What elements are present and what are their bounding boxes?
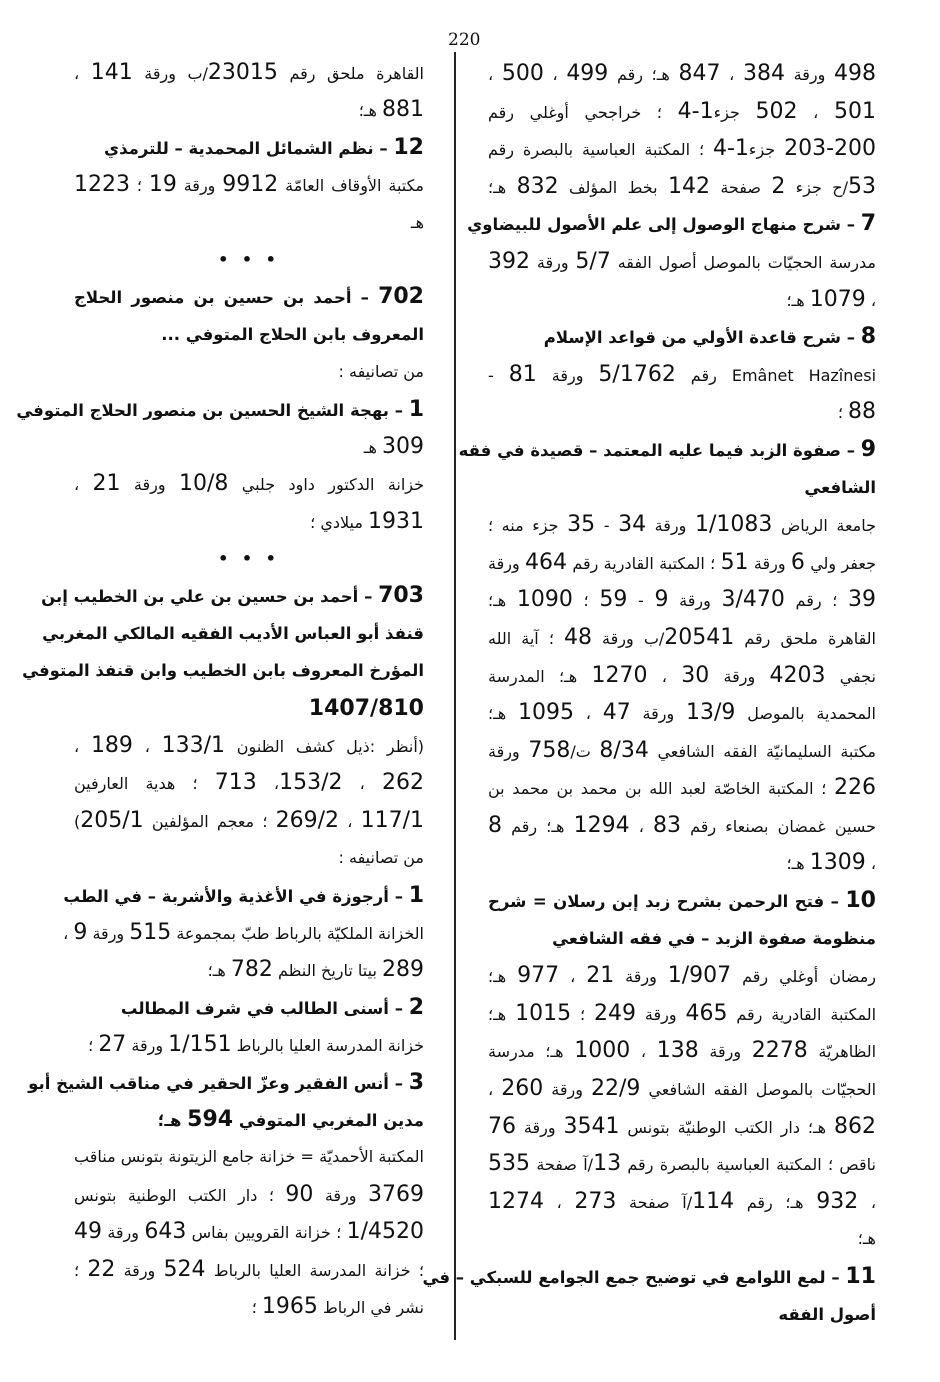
text-line: 1931 ميلادي ؛ — [310, 508, 424, 534]
text-line: 862 هـ؛ دار الكتب الوطنيّة بتونس 3541 ور… — [488, 1113, 876, 1139]
entry-heading-line: 8 – شرح قاعدة الأولي من قواعد الإسلام — [543, 324, 876, 350]
text-line: من تصانيفه : — [338, 848, 424, 868]
text-line: نشر في الرباط 1965 ؛ — [251, 1293, 424, 1319]
entry-heading-line: 9 – صفوة الزبد فيما عليه المعتمد – قصيدة… — [458, 436, 876, 462]
entry-heading-line: 10 – فتح الرحمن بشرح زبد إبن رسلان = شرح — [488, 888, 876, 914]
entry-heading-line: مدين المغربي المتوفي 594 هـ؛ — [157, 1106, 424, 1132]
section-separator: • • • — [218, 549, 280, 569]
text-line: مكتبة السليمانيّة الفقه الشافعي 8/34 ت/7… — [488, 737, 876, 763]
entry-heading-line: 702 – أحمد بن حسين بن منصور الحلاج — [74, 284, 424, 310]
text-line: ؛ خزانة المدرسة العليا بالرباط 524 ورقة … — [74, 1256, 424, 1282]
text-line: المكتبة القادرية رقم 465 ورقة 249 ؛ 1015… — [488, 1000, 877, 1026]
text-line: (أنظر :ذيل كشف الظنون 133/1 ، 189 ، — [74, 733, 425, 759]
text-line: هـ؛ — [857, 1229, 876, 1249]
text-line: 53/ح جزء 2 صفحة 142 بخط المؤلف 832 هـ؛ — [488, 173, 877, 199]
text-line: حسين غمضان بصنعاء رقم 83 ، 1294 هـ؛ رقم … — [488, 812, 876, 838]
entry-heading-line: الشافعي — [804, 477, 876, 497]
text-line: مكتبة الأوقاف العامّة 9912 ورقة 19 ؛ 122… — [74, 172, 425, 198]
text-line: مدرسة الحجيّات بالموصل أصول الفقه 5/7 ور… — [488, 248, 877, 274]
text-line: هـ — [410, 212, 424, 232]
text-line: 881 هـ؛ — [358, 97, 424, 123]
entry-heading-line: 11 – لمع اللوامع في توضيح جمع الجوامع لل… — [422, 1264, 876, 1289]
text-line: خزانة المدرسة العليا بالرباط 1/151 ورقة … — [88, 1032, 424, 1058]
text-line: ، 1079 هـ؛ — [786, 286, 876, 312]
text-line: رمضان أوغلي رقم 1/907 ورقة 21 ، 977 هـ؛ — [488, 963, 876, 989]
entry-heading-line: قنفذ أبو العباس الأديب الفقيه المالكي ال… — [42, 623, 424, 643]
text-line: 309 هـ — [363, 433, 424, 459]
text-line: 498 ورقة 384 ، 847 هـ؛ رقم 499 ، 500 ، — [488, 61, 876, 86]
page-number: 220 — [448, 30, 481, 50]
text-line: 3769 ورقة 90 ؛ دار الكتب الوطنية بتونس — [74, 1181, 424, 1207]
text-line: جعفر ولي 6 ورقة 51 ؛ المكتبة القادرية رق… — [488, 549, 877, 575]
entry-heading-line: 1 – بهجة الشيخ الحسين بن منصور الحلاج ال… — [16, 396, 424, 422]
text-line: الخزانة الملكيّة بالرباط طبّ بمجموعة 515… — [63, 919, 424, 945]
text-line: ناقص ؛ المكتبة العباسية بالبصرة رقم 13/آ… — [488, 1151, 877, 1177]
entry-heading-line: المعروف بابن الحلاج المتوفي ... — [161, 324, 424, 344]
entry-heading-line: 3 – أنس الفقير وعزّ الحقير في مناقب الشي… — [28, 1069, 424, 1095]
entry-heading-line: منظومة صفوة الزبد – في فقه الشافعي — [552, 928, 876, 948]
column-divider — [454, 52, 456, 1340]
entry-heading-line: 12 – نظم الشمائل المحمدية – للترمذي — [103, 134, 424, 160]
text-line: 226 ؛ المكتبة الخاصّة لعبد الله بن محمد … — [488, 775, 876, 801]
entry-heading-line: أصول الفقه — [778, 1304, 876, 1324]
text-line: الحجيّات بالموصل الفقه الشافعي 22/9 ورقة… — [488, 1076, 877, 1102]
text-line: نجفي 4203 ورقة 30 ، 1270 هـ؛ المدرسة — [488, 662, 877, 688]
text-line: 117/1 ، 269/2 ؛ معجم المؤلفين 205/1) — [74, 807, 424, 833]
entry-heading-line: 2 – أسنى الطالب في شرف المطالب — [120, 994, 424, 1020]
text-line: 289 بيتا تاريخ النظم 782 هـ؛ — [207, 957, 424, 983]
text-line: 501 ، 502 جزء1-4 ؛ خراجحي أوغلي رقم — [488, 98, 877, 124]
text-line: Emânet Hazînesi رقم 5/1762 ورقة 81 - — [488, 361, 877, 387]
section-separator: • • • — [218, 249, 280, 269]
text-line: المحمدية بالموصل 13/9 ورقة 47 ، 1095 هـ؛ — [488, 700, 876, 726]
right-column: 498 ورقة 384 ، 847 هـ؛ رقم 499 ، 500 ، 50… — [422, 55, 877, 1333]
entry-heading-line: 1 – أرجوزة في الأغذية والأشربة – في الطب — [63, 882, 424, 908]
text-line: 262 ، 153/2، 713 ؛ هدية العارفين — [74, 770, 425, 796]
text-line: 203-200 جزء1-4 ؛ المكتبة العباسية بالبصر… — [488, 136, 876, 162]
text-line: ، 1309 هـ؛ — [786, 850, 876, 876]
text-line: المكتبة الأحمديّة = خزانة جامع الزيتونة … — [74, 1147, 424, 1167]
text-line: 1/4520 ؛ خزانة القرويين بفاس 643 ورقة 49 — [74, 1219, 424, 1245]
left-column: القاهرة ملحق رقم 23015/ب ورقة 141 ، 881 ه… — [16, 54, 425, 1325]
text-line: الظاهريّة 2278 ورقة 138 ، 1000 هـ؛ مدرسة — [488, 1038, 877, 1064]
text-line: القاهرة ملحق رقم 20541/ب ورقة 48 ؛ آية ا… — [488, 624, 876, 650]
entry-heading-line: 1407/810 — [308, 695, 424, 721]
entry-heading-line: المؤرخ المعروف بابن الخطيب وابن قنفذ الم… — [22, 661, 424, 681]
text-line: من تصانيفه : — [338, 362, 424, 382]
text-line: القاهرة ملحق رقم 23015/ب ورقة 141 ، — [74, 60, 424, 85]
text-line: 39 ؛ رقم 3/470 ورقة 9 - 59 ؛ 1090 هـ؛ — [488, 587, 877, 613]
text-line: جامعة الرياض 1/1083 ورقة 34 - 35 جزء منه… — [488, 512, 877, 538]
text-line: خزانة الدكتور داود جلبي 10/8 ورقة 21 ، — [74, 471, 425, 497]
text-line: ، 932 هـ؛ رقم 114/آ صفحة 273 ، 1274 — [488, 1188, 876, 1214]
text-line: 88 ؛ — [837, 399, 876, 425]
entry-heading-line: 7 – شرح منهاج الوصول إلى علم الأصول للبي… — [467, 211, 876, 237]
entry-heading-line: 703 – أحمد بن حسين بن علي بن الخطيب إبن — [41, 583, 424, 609]
